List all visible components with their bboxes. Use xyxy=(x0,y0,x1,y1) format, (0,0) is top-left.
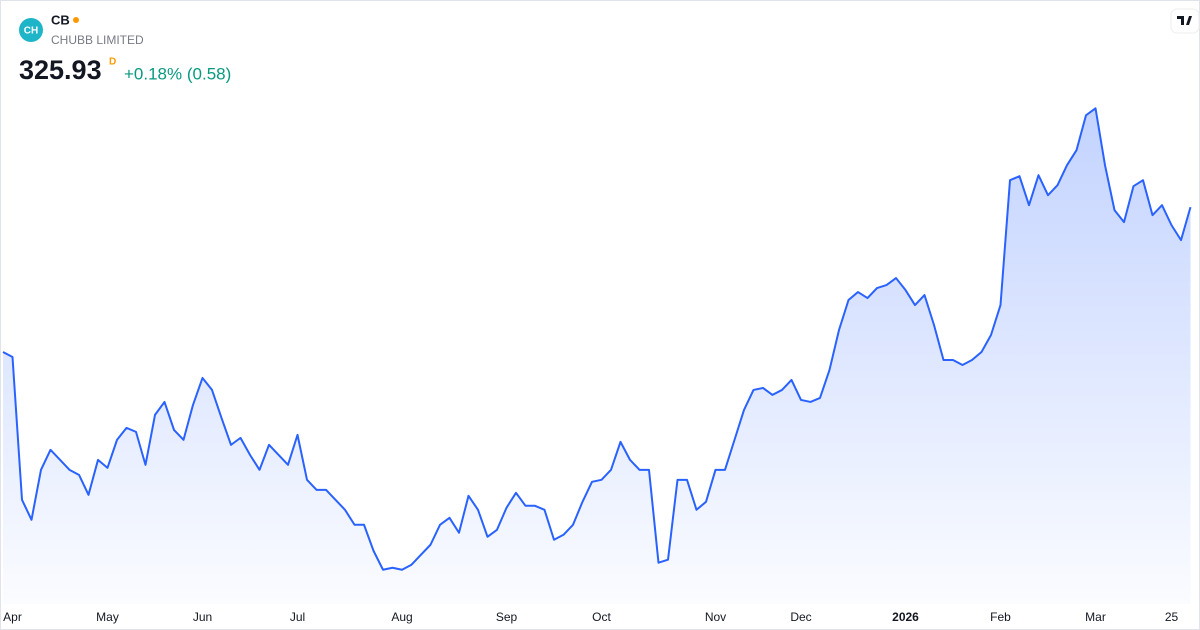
logo-text: CH xyxy=(24,26,38,37)
price-change: +0.18% (0.58) xyxy=(124,64,231,83)
x-tick-label: Oct xyxy=(592,610,611,624)
x-tick-label: Jul xyxy=(290,610,305,624)
x-tick-label: Dec xyxy=(790,610,811,624)
brand-mark xyxy=(1177,16,1192,25)
x-tick-label: Mar xyxy=(1085,610,1106,624)
plot-area xyxy=(2,107,1192,604)
price: 325.93 xyxy=(19,55,102,85)
x-tick-label: Apr xyxy=(3,610,22,624)
company-name: CHUBB LIMITED xyxy=(51,33,144,47)
brand-logo xyxy=(1170,8,1200,34)
x-tick-label: 25 xyxy=(1165,610,1179,624)
x-tick-label: Aug xyxy=(391,610,412,624)
x-tick-label: Nov xyxy=(705,610,726,624)
brand-badge xyxy=(1170,8,1200,34)
price-line xyxy=(2,107,1192,571)
symbol: CB xyxy=(51,12,70,27)
x-tick-label: May xyxy=(96,610,119,624)
legend-header: CH CB CHUBB LIMITED 325.93 D +0.18% (0.5… xyxy=(19,12,231,85)
area-fill xyxy=(3,108,1191,604)
x-tick-label: Jun xyxy=(193,610,212,624)
x-tick-label: 2026 xyxy=(892,610,919,624)
x-tick-label: Sep xyxy=(496,610,518,624)
symbol-logo xyxy=(19,18,43,42)
x-axis: Apr May Jun Jul Aug Sep Oct Nov Dec 2026 Feb Mar 25 xyxy=(3,610,1178,624)
x-tick-label: Feb xyxy=(990,610,1011,624)
interval: D xyxy=(109,57,116,68)
status-dot xyxy=(73,17,79,23)
